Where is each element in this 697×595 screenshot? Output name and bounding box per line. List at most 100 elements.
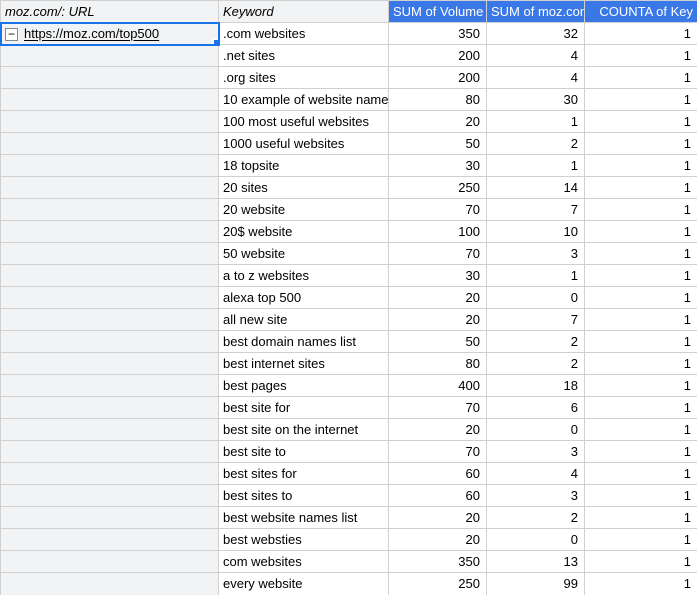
count-cell[interactable]: 1 <box>585 353 697 375</box>
url-cell[interactable] <box>1 177 219 199</box>
url-cell[interactable] <box>1 133 219 155</box>
url-cell[interactable] <box>1 463 219 485</box>
count-cell[interactable]: 1 <box>585 485 697 507</box>
volume-cell[interactable]: 20 <box>389 507 487 529</box>
url-cell[interactable] <box>1 507 219 529</box>
url-cell[interactable] <box>1 529 219 551</box>
url-cell[interactable] <box>1 441 219 463</box>
url-cell[interactable] <box>1 45 219 67</box>
keyword-cell[interactable]: alexa top 500 <box>219 287 389 309</box>
header-mozcon[interactable]: SUM of moz.con <box>487 1 585 23</box>
count-cell[interactable]: 1 <box>585 67 697 89</box>
count-cell[interactable]: 1 <box>585 309 697 331</box>
volume-cell[interactable]: 80 <box>389 89 487 111</box>
header-counta[interactable]: COUNTA of Key <box>585 1 697 23</box>
url-cell[interactable] <box>1 243 219 265</box>
keyword-cell[interactable]: best domain names list <box>219 331 389 353</box>
count-cell[interactable]: 1 <box>585 375 697 397</box>
volume-cell[interactable]: 70 <box>389 397 487 419</box>
collapse-icon[interactable]: − <box>5 28 18 41</box>
url-cell[interactable] <box>1 573 219 595</box>
url-cell[interactable] <box>1 199 219 221</box>
keyword-cell[interactable]: best websties <box>219 529 389 551</box>
volume-cell[interactable]: 100 <box>389 221 487 243</box>
url-cell[interactable] <box>1 67 219 89</box>
keyword-cell[interactable]: all new site <box>219 309 389 331</box>
url-cell[interactable] <box>1 155 219 177</box>
keyword-cell[interactable]: best sites to <box>219 485 389 507</box>
count-cell[interactable]: 1 <box>585 507 697 529</box>
keyword-cell[interactable]: 100 most useful websites <box>219 111 389 133</box>
moz-cell[interactable]: 1 <box>487 265 585 287</box>
count-cell[interactable]: 1 <box>585 287 697 309</box>
url-cell[interactable] <box>1 89 219 111</box>
moz-cell[interactable]: 13 <box>487 551 585 573</box>
moz-cell[interactable]: 3 <box>487 485 585 507</box>
count-cell[interactable]: 1 <box>585 155 697 177</box>
url-cell[interactable] <box>1 111 219 133</box>
header-keyword[interactable]: Keyword <box>219 1 389 23</box>
keyword-cell[interactable]: 20 website <box>219 199 389 221</box>
count-cell[interactable]: 1 <box>585 419 697 441</box>
url-cell[interactable] <box>1 287 219 309</box>
url-link[interactable]: https://moz.com/top500 <box>24 27 159 42</box>
keyword-cell[interactable]: 10 example of website name <box>219 89 389 111</box>
count-cell[interactable]: 1 <box>585 133 697 155</box>
keyword-cell[interactable]: every website <box>219 573 389 595</box>
count-cell[interactable]: 1 <box>585 463 697 485</box>
volume-cell[interactable]: 250 <box>389 177 487 199</box>
moz-cell[interactable]: 30 <box>487 89 585 111</box>
count-cell[interactable]: 1 <box>585 243 697 265</box>
volume-cell[interactable]: 20 <box>389 419 487 441</box>
count-cell[interactable]: 1 <box>585 397 697 419</box>
moz-cell[interactable]: 4 <box>487 45 585 67</box>
count-cell[interactable]: 1 <box>585 221 697 243</box>
count-cell[interactable]: 1 <box>585 89 697 111</box>
volume-cell[interactable]: 70 <box>389 199 487 221</box>
moz-cell[interactable]: 6 <box>487 397 585 419</box>
keyword-cell[interactable]: best website names list <box>219 507 389 529</box>
moz-cell[interactable]: 4 <box>487 463 585 485</box>
url-cell[interactable] <box>1 309 219 331</box>
count-cell[interactable]: 1 <box>585 265 697 287</box>
count-cell[interactable]: 1 <box>585 199 697 221</box>
keyword-cell[interactable]: best internet sites <box>219 353 389 375</box>
keyword-cell[interactable]: best site for <box>219 397 389 419</box>
volume-cell[interactable]: 60 <box>389 485 487 507</box>
url-cell[interactable] <box>1 331 219 353</box>
moz-cell[interactable]: 32 <box>487 23 585 45</box>
count-cell[interactable]: 1 <box>585 23 697 45</box>
volume-cell[interactable]: 70 <box>389 441 487 463</box>
moz-cell[interactable]: 1 <box>487 111 585 133</box>
volume-cell[interactable]: 80 <box>389 353 487 375</box>
count-cell[interactable]: 1 <box>585 441 697 463</box>
volume-cell[interactable]: 30 <box>389 155 487 177</box>
keyword-cell[interactable]: 50 website <box>219 243 389 265</box>
moz-cell[interactable]: 1 <box>487 155 585 177</box>
moz-cell[interactable]: 0 <box>487 529 585 551</box>
keyword-cell[interactable]: best sites for <box>219 463 389 485</box>
volume-cell[interactable]: 20 <box>389 287 487 309</box>
count-cell[interactable]: 1 <box>585 45 697 67</box>
moz-cell[interactable]: 7 <box>487 309 585 331</box>
moz-cell[interactable]: 14 <box>487 177 585 199</box>
volume-cell[interactable]: 200 <box>389 45 487 67</box>
volume-cell[interactable]: 350 <box>389 23 487 45</box>
keyword-cell[interactable]: a to z websites <box>219 265 389 287</box>
volume-cell[interactable]: 20 <box>389 529 487 551</box>
volume-cell[interactable]: 350 <box>389 551 487 573</box>
count-cell[interactable]: 1 <box>585 331 697 353</box>
volume-cell[interactable]: 400 <box>389 375 487 397</box>
url-cell[interactable]: −https://moz.com/top500 <box>1 23 219 45</box>
url-cell[interactable] <box>1 485 219 507</box>
volume-cell[interactable]: 30 <box>389 265 487 287</box>
moz-cell[interactable]: 10 <box>487 221 585 243</box>
keyword-cell[interactable]: best site on the internet <box>219 419 389 441</box>
count-cell[interactable]: 1 <box>585 111 697 133</box>
volume-cell[interactable]: 250 <box>389 573 487 595</box>
keyword-cell[interactable]: best site to <box>219 441 389 463</box>
url-cell[interactable] <box>1 551 219 573</box>
keyword-cell[interactable]: 1000 useful websites <box>219 133 389 155</box>
moz-cell[interactable]: 7 <box>487 199 585 221</box>
moz-cell[interactable]: 0 <box>487 419 585 441</box>
